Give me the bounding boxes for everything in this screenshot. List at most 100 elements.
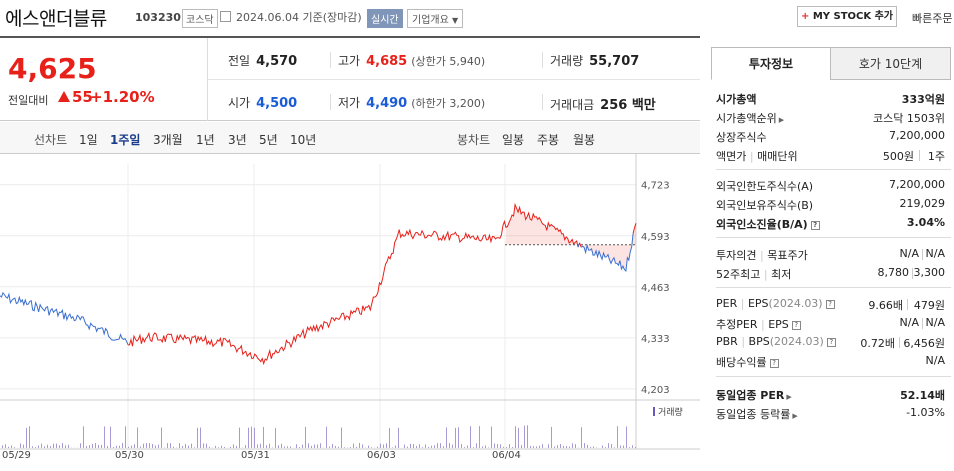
- tab-10year[interactable]: 10년: [290, 133, 317, 147]
- candle-chart-caption: 봉차트: [457, 133, 491, 147]
- corp-info-dropdown[interactable]: 기업개요 ▼: [407, 9, 464, 28]
- volume-bar: [275, 427, 276, 448]
- help-icon[interactable]: ?: [769, 359, 779, 368]
- prev-close-value: 4,570: [256, 54, 298, 69]
- volume-bar: [362, 444, 363, 448]
- realtime-button[interactable]: 실시간: [367, 9, 403, 28]
- arrow-right-icon: ▶: [778, 116, 785, 124]
- volume-bar: [512, 447, 513, 448]
- divider: [922, 249, 923, 260]
- low-price: 저가 4,490 (하한가 3,200): [338, 94, 485, 111]
- volume-bar: [338, 446, 339, 448]
- volume-bar: [494, 443, 495, 448]
- volume-bar: [278, 445, 279, 448]
- current-price-box: 4,625 전일대비 55 +1.20%: [0, 38, 208, 121]
- tab-5year[interactable]: 5년: [259, 133, 278, 147]
- volume-bar: [23, 444, 24, 448]
- volume-bar: [455, 427, 456, 448]
- tab-1week[interactable]: 1주일: [110, 133, 141, 147]
- sector-per-label[interactable]: 동일업종 PER ▶: [716, 387, 792, 403]
- x-tick-label: 05/30: [115, 450, 144, 461]
- volume-bar: [491, 426, 492, 448]
- price-chart-svg: 4,723 4,593 4,463 4,333 4,203 05/29 05/30 05/31…: [0, 154, 700, 461]
- week52-label: 52주최고 | 최저: [716, 268, 792, 281]
- volume-bar: [539, 445, 540, 448]
- target-value: N/A: [925, 247, 945, 260]
- volume-bar: [83, 426, 84, 448]
- prev-change-label: 전일대비: [8, 94, 49, 107]
- shares-row: 상장주식수 7,200,000: [716, 129, 951, 145]
- tab-3year[interactable]: 3년: [228, 133, 247, 147]
- low-value: 4,490: [366, 96, 408, 111]
- volume-bar: [20, 443, 21, 448]
- volume-bar: [344, 447, 345, 448]
- volume-bar: [194, 447, 195, 448]
- tab-1year[interactable]: 1년: [196, 133, 215, 147]
- help-icon[interactable]: ?: [810, 221, 820, 230]
- volume-bar: [560, 443, 561, 448]
- foreign-limit-row: 외국인한도주식수(A) 7,200,000: [716, 178, 951, 194]
- sector-change-label-text: 동일업종 등락률: [716, 408, 791, 421]
- arrow-right-icon: ▶: [792, 412, 798, 420]
- volume-bar: [8, 446, 9, 448]
- sector-per-row: 동일업종 PER ▶ 52.14배: [716, 387, 951, 403]
- quick-order-link[interactable]: 빠른주문: [912, 12, 953, 25]
- volume-bar: [398, 427, 399, 448]
- volume-bar: [188, 445, 189, 448]
- volume-bar: [356, 446, 357, 448]
- volume-bar: [329, 446, 330, 448]
- volume-bar: [191, 443, 192, 448]
- volume-bar: [581, 427, 582, 448]
- volume-bar: [137, 427, 138, 448]
- volume-bar: [122, 442, 123, 448]
- bps-value: 6,456원: [903, 337, 945, 350]
- price-chart[interactable]: 4,723 4,593 4,463 4,333 4,203 05/29 05/30 05/31…: [0, 154, 700, 471]
- arrow-right-icon: ▶: [786, 393, 792, 401]
- cap-rank-label[interactable]: 시가총액순위 ▶: [716, 110, 784, 126]
- volume-bar: [140, 446, 141, 448]
- tab-daily-candle[interactable]: 일봉: [502, 133, 525, 147]
- volume-bar: [590, 446, 591, 448]
- y-tick-label: 4,333: [641, 334, 670, 345]
- volume-bar: [359, 442, 360, 448]
- tab-hoga-10[interactable]: 호가 10단계: [830, 47, 951, 80]
- volume-bar: [332, 444, 333, 448]
- trade-amount: 거래대금 256 백만: [550, 94, 656, 113]
- y-tick-label: 4,463: [641, 283, 670, 294]
- help-icon[interactable]: ?: [826, 338, 836, 347]
- volume-bar: [446, 427, 447, 448]
- divider: [716, 287, 951, 288]
- volume-bar: [266, 445, 267, 448]
- tab-monthly-candle[interactable]: 월봉: [573, 133, 596, 147]
- volume-bar: [179, 443, 180, 448]
- tab-3month[interactable]: 3개월: [153, 133, 183, 147]
- help-icon[interactable]: ?: [791, 321, 801, 330]
- lower-limit: (하한가 3,200): [411, 97, 486, 110]
- sector-per-value: 52.14배: [900, 389, 945, 402]
- volume-bar: [350, 447, 351, 448]
- volume-bar: [497, 444, 498, 448]
- est-per-value: N/A: [899, 316, 919, 329]
- price-line: [127, 202, 579, 366]
- volume-bar: [476, 443, 477, 448]
- volume-bar: [533, 446, 534, 448]
- volume-bar: [614, 447, 615, 448]
- high-label: 고가: [338, 54, 361, 68]
- volume-bar: [419, 444, 420, 448]
- volume-bar: [257, 444, 258, 448]
- volume-bar: [47, 444, 48, 448]
- help-icon[interactable]: ?: [825, 300, 835, 309]
- volume-bar: [554, 446, 555, 448]
- volume-bar: [86, 446, 87, 448]
- eps-value: 479원: [913, 299, 945, 312]
- volume-bar: [542, 444, 543, 448]
- price-change-pct: +1.20%: [90, 88, 155, 106]
- shares-value: 7,200,000: [889, 129, 945, 142]
- tab-weekly-candle[interactable]: 주봉: [537, 133, 560, 147]
- sector-change-label[interactable]: 동일업종 등락률 ▶: [716, 406, 798, 422]
- tab-invest-info[interactable]: 투자정보: [711, 47, 831, 80]
- bps-period: (2024.03): [769, 335, 824, 348]
- my-stock-add-button[interactable]: + MY STOCK 추가: [797, 6, 897, 27]
- tab-1day[interactable]: 1일: [79, 133, 98, 147]
- volume-bar: [146, 443, 147, 448]
